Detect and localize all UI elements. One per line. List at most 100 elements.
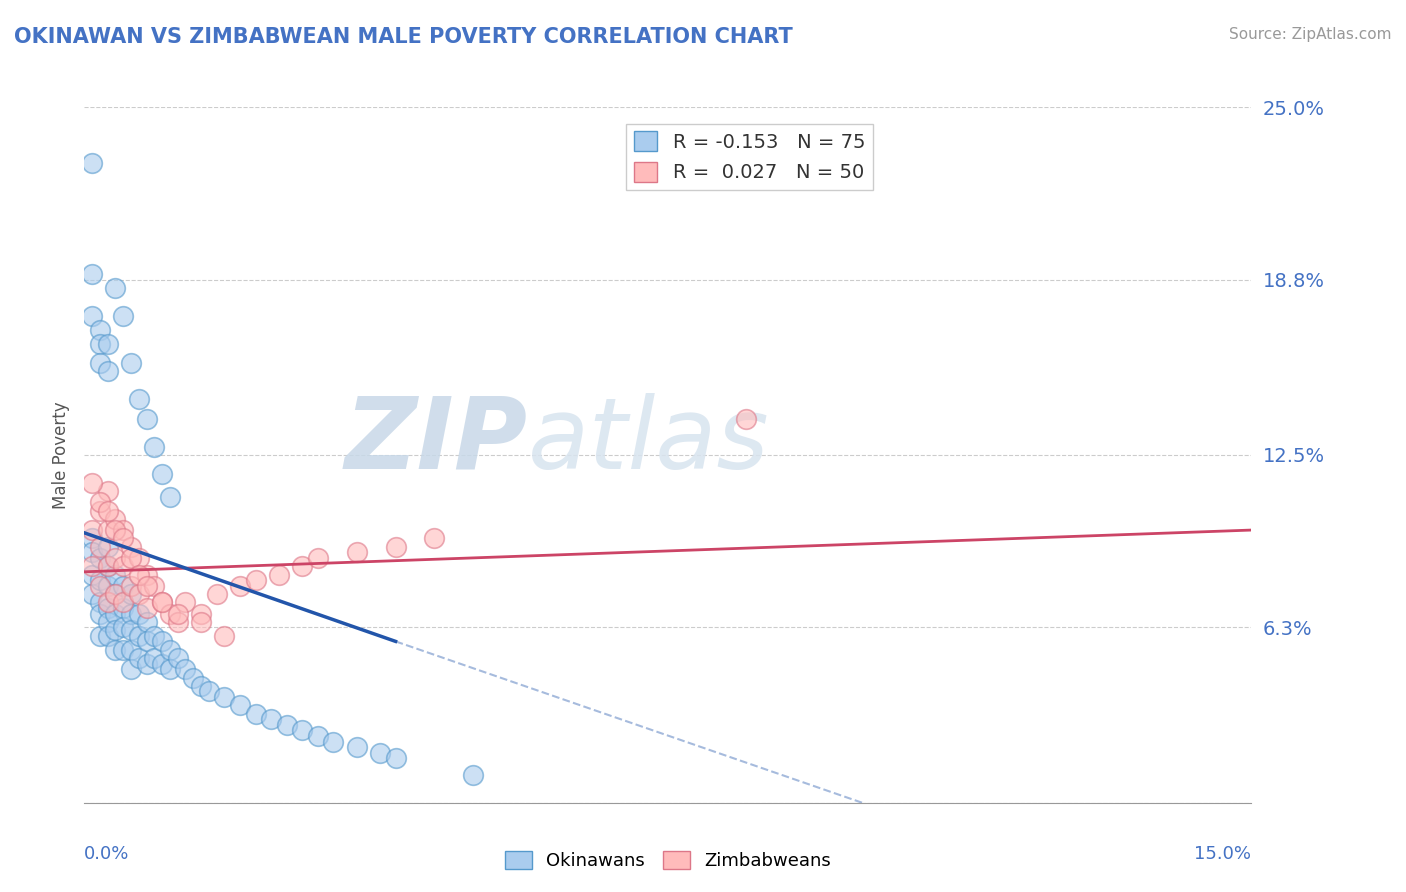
Point bbox=[166, 651, 188, 665]
Point bbox=[143, 579, 166, 593]
Point bbox=[166, 607, 188, 621]
Point bbox=[150, 595, 173, 609]
Point bbox=[104, 523, 127, 537]
Point bbox=[82, 545, 104, 559]
Text: ZIP: ZIP bbox=[344, 392, 527, 490]
Point bbox=[97, 484, 120, 499]
Point bbox=[104, 587, 127, 601]
Point bbox=[322, 734, 344, 748]
Point bbox=[112, 523, 135, 537]
Point bbox=[120, 356, 142, 370]
Point bbox=[112, 559, 135, 574]
Point bbox=[190, 607, 212, 621]
Point bbox=[159, 490, 181, 504]
Point bbox=[181, 671, 204, 685]
Point bbox=[97, 559, 120, 574]
Point bbox=[104, 642, 127, 657]
Point bbox=[82, 559, 104, 574]
Point bbox=[112, 532, 135, 546]
Point bbox=[120, 624, 142, 638]
Point bbox=[89, 573, 111, 587]
Point bbox=[368, 746, 391, 760]
Point bbox=[89, 495, 111, 509]
Point bbox=[150, 467, 173, 482]
Y-axis label: Male Poverty: Male Poverty bbox=[52, 401, 70, 508]
Point bbox=[174, 662, 197, 676]
Point bbox=[112, 579, 135, 593]
Point bbox=[97, 503, 120, 517]
Point bbox=[291, 559, 314, 574]
Point bbox=[97, 523, 120, 537]
Text: OKINAWAN VS ZIMBABWEAN MALE POVERTY CORRELATION CHART: OKINAWAN VS ZIMBABWEAN MALE POVERTY CORR… bbox=[14, 27, 793, 46]
Point bbox=[150, 634, 173, 648]
Point bbox=[97, 559, 120, 574]
Point bbox=[82, 532, 104, 546]
Point bbox=[384, 540, 406, 554]
Point bbox=[104, 512, 127, 526]
Point bbox=[260, 712, 283, 726]
Point bbox=[97, 595, 120, 609]
Point bbox=[135, 579, 157, 593]
Point bbox=[89, 540, 111, 554]
Point bbox=[384, 751, 406, 765]
Point bbox=[89, 550, 111, 565]
Point bbox=[104, 281, 127, 295]
Point bbox=[245, 573, 267, 587]
Point bbox=[229, 579, 252, 593]
Point bbox=[190, 615, 212, 629]
Point bbox=[135, 657, 157, 671]
Point bbox=[128, 651, 150, 665]
Point bbox=[143, 629, 166, 643]
Point bbox=[135, 634, 157, 648]
Point bbox=[97, 540, 120, 554]
Point bbox=[291, 723, 314, 738]
Point bbox=[734, 411, 756, 425]
Point bbox=[128, 629, 150, 643]
Point bbox=[229, 698, 252, 713]
Point bbox=[104, 550, 127, 565]
Point bbox=[82, 567, 104, 582]
Point bbox=[267, 567, 290, 582]
Point bbox=[166, 615, 188, 629]
Point bbox=[214, 690, 236, 704]
Point bbox=[120, 607, 142, 621]
Legend: Okinawans, Zimbabweans: Okinawans, Zimbabweans bbox=[498, 844, 838, 877]
Point bbox=[120, 642, 142, 657]
Point bbox=[205, 587, 228, 601]
Point bbox=[82, 475, 104, 490]
Point bbox=[159, 642, 181, 657]
Text: 0.0%: 0.0% bbox=[84, 845, 129, 863]
Point bbox=[97, 615, 120, 629]
Point bbox=[82, 155, 104, 169]
Point bbox=[135, 567, 157, 582]
Point bbox=[135, 411, 157, 425]
Text: Source: ZipAtlas.com: Source: ZipAtlas.com bbox=[1229, 27, 1392, 42]
Point bbox=[423, 532, 446, 546]
Point bbox=[190, 679, 212, 693]
Point bbox=[276, 718, 298, 732]
Point bbox=[159, 607, 181, 621]
Point bbox=[82, 587, 104, 601]
Point bbox=[89, 323, 111, 337]
Point bbox=[82, 267, 104, 281]
Point bbox=[198, 684, 221, 698]
Point bbox=[120, 550, 142, 565]
Point bbox=[150, 595, 173, 609]
Point bbox=[97, 601, 120, 615]
Point bbox=[128, 550, 150, 565]
Point bbox=[128, 392, 150, 407]
Point bbox=[245, 706, 267, 721]
Point bbox=[112, 601, 135, 615]
Point bbox=[143, 440, 166, 454]
Point bbox=[150, 657, 173, 671]
Point bbox=[307, 729, 329, 743]
Point bbox=[104, 607, 127, 621]
Point bbox=[120, 587, 142, 601]
Point bbox=[174, 595, 197, 609]
Point bbox=[97, 629, 120, 643]
Point bbox=[135, 615, 157, 629]
Text: 15.0%: 15.0% bbox=[1194, 845, 1251, 863]
Point bbox=[112, 620, 135, 634]
Point bbox=[346, 545, 368, 559]
Point bbox=[89, 356, 111, 370]
